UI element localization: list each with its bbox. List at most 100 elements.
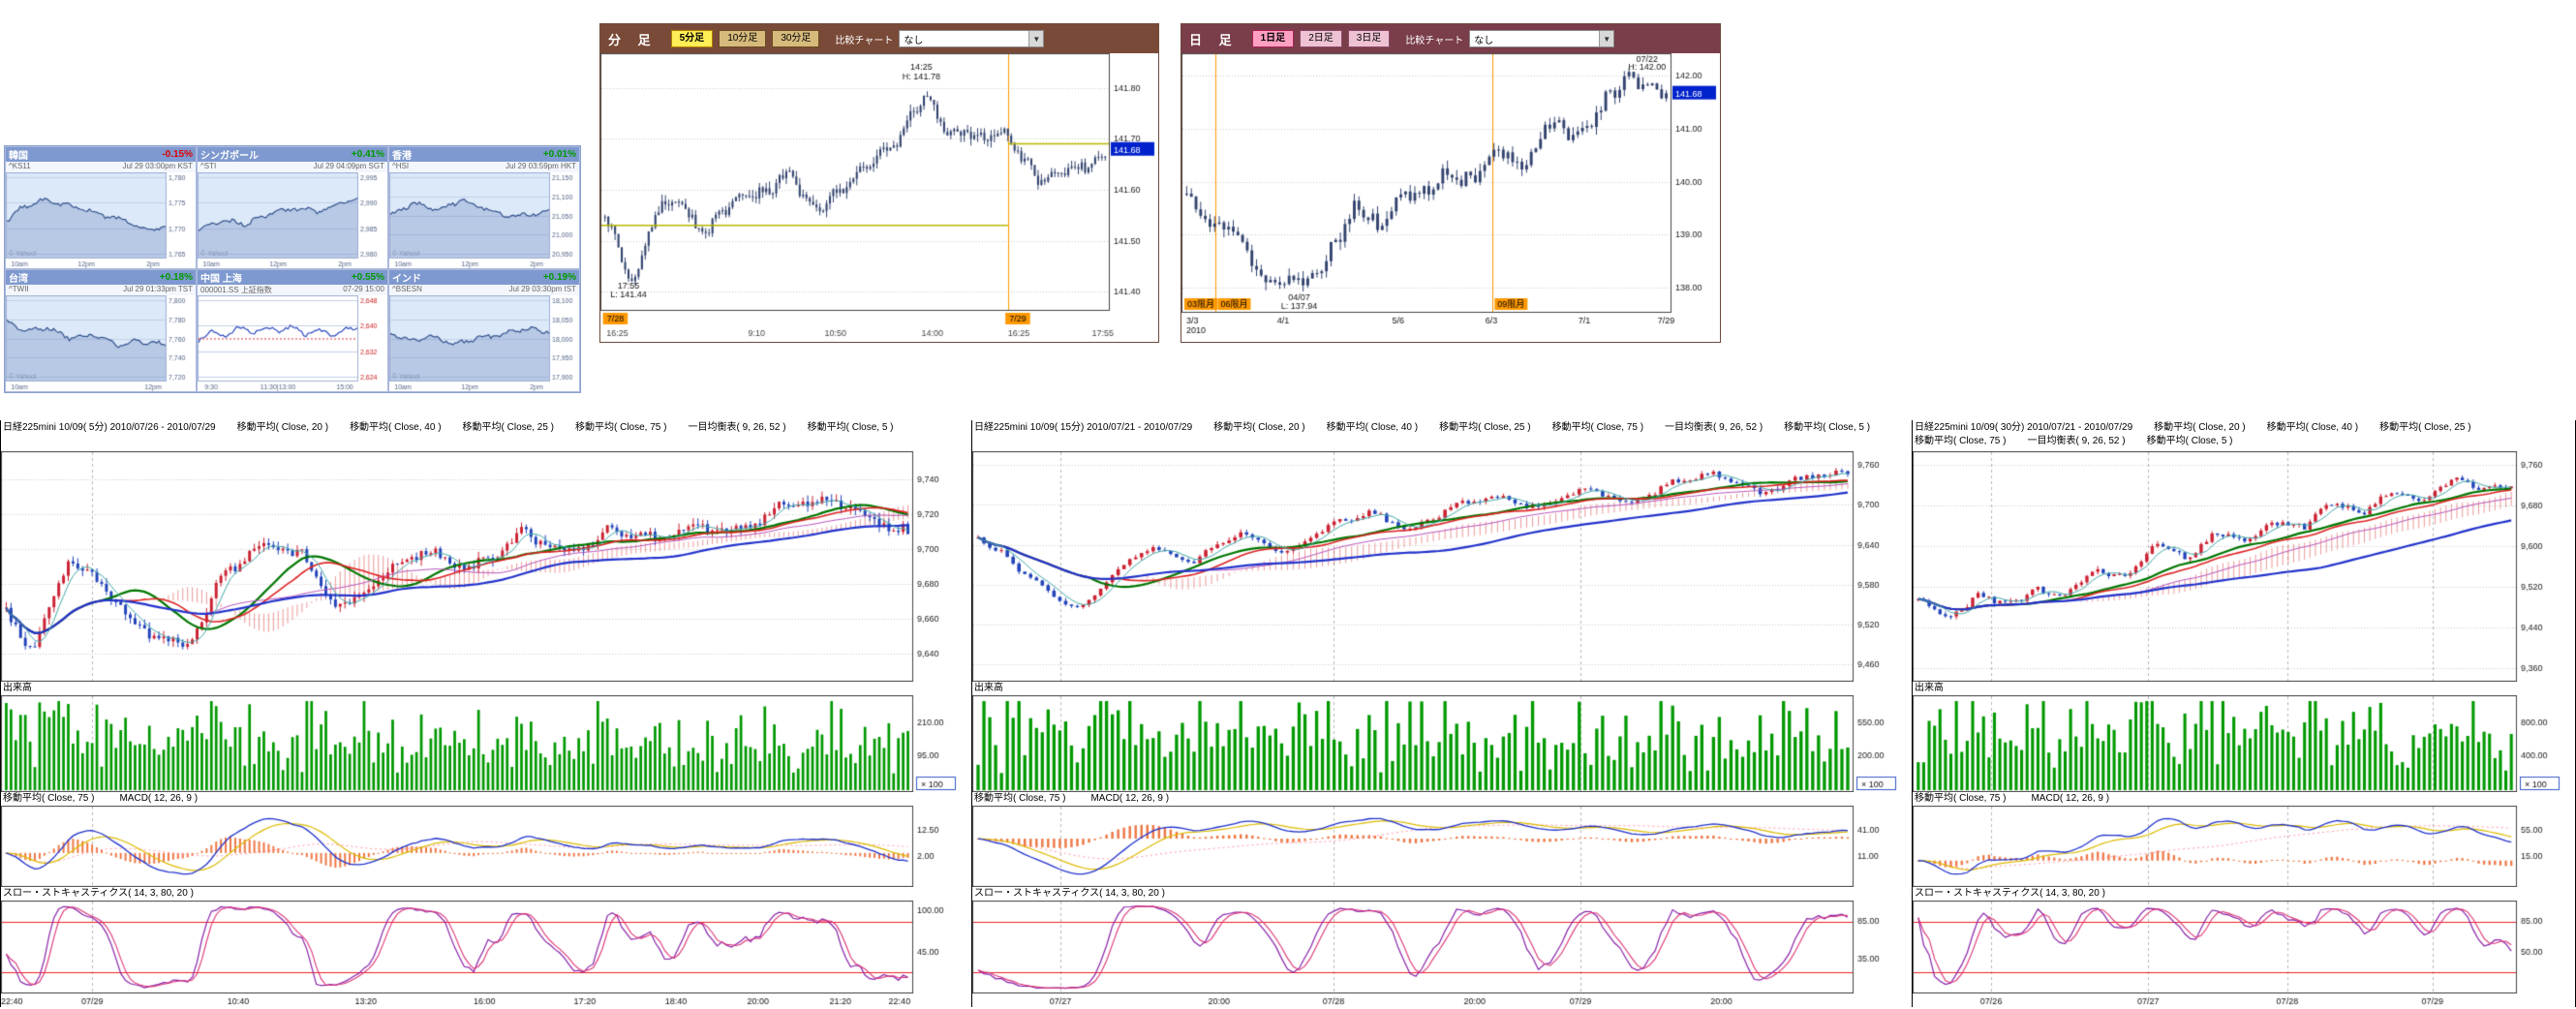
market-cell-india[interactable]: インド +0.19% ^BSESN Jul 29 03:30pm IST [388,269,580,392]
macd-legend: 移動平均( Close, 75 ) MACD( 12, 26, 9 ) [972,792,1912,806]
market-cell-taiwan[interactable]: 台湾 +0.18% ^TWII Jul 29 01:33pm TST [5,269,197,392]
dropdown-arrow-icon[interactable]: ▼ [1028,31,1044,46]
legend-macd-ma75: 移動平均( Close, 75 ) [1915,793,2007,804]
compare-chart-value: なし [1474,35,1494,46]
button-2day[interactable]: 2日足 [1300,30,1342,47]
market-sparkline-india[interactable] [389,295,579,391]
market-change: -0.15% [162,149,193,160]
stochastics-chart-canvas[interactable] [1,901,971,994]
technical-analysis-section: 日経225mini 10/09( 5分) 2010/07/26 - 2010/0… [0,420,2576,1009]
top-section: 韓国 -0.15% ^KS11 Jul 29 03:00pm KST シンガポー… [0,0,2576,420]
market-cell-header: シンガポール +0.41% [198,147,387,162]
macd-chart-canvas[interactable] [972,806,1912,887]
button-10min[interactable]: 10分足 [719,30,767,47]
market-timestamp: Jul 29 01:33pm TST [123,285,193,293]
compare-chart-label: 比較チャート [1405,35,1464,46]
market-cell-header: 中国 上海 +0.55% [198,270,387,285]
market-timestamp: Jul 29 03:30pm IST [508,285,576,293]
legend-ichimoku: 一目均衡表( 9, 26, 52 ) [688,422,786,433]
market-sparkline-singapore[interactable] [198,172,387,268]
legend-macd: MACD( 12, 26, 9 ) [2031,793,2110,804]
compare-chart-label: 比較チャート [835,35,894,46]
legend-ma75: 移動平均( Close, 75 ) [1551,422,1644,433]
volume-label: 出来高 [3,683,32,693]
legend-ma25: 移動平均( Close, 25 ) [2379,422,2471,433]
market-cell-header: インド +0.19% [389,270,579,285]
market-sparkline-korea[interactable] [6,172,196,268]
panel-title: 日 足 [1189,32,1239,47]
market-cell-singapore[interactable]: シンガポール +0.41% ^STI Jul 29 04:09pm SGT [197,146,388,269]
macd-chart-canvas[interactable] [1,806,971,887]
market-cell-header: 韓国 -0.15% [6,147,196,162]
chart-title: 日経225mini 10/09( 15分) 2010/07/21 - 2010/… [974,422,1193,433]
legend-ma20: 移動平均( Close, 20 ) [236,422,329,433]
minute-chart-panel: 分 足 5分足 10分足 30分足 比較チャート なし ▼ [599,23,1159,343]
volume-chart-canvas[interactable] [1,695,971,792]
button-30min[interactable]: 30分足 [772,30,820,47]
legend-ma5: 移動平均( Close, 5 ) [1784,422,1871,433]
legend-ma75: 移動平均( Close, 75 ) [1915,436,2007,446]
market-subheader: ^KS11 Jul 29 03:00pm KST [6,162,196,172]
tech-legend: 日経225mini 10/09( 5分) 2010/07/26 - 2010/0… [1,420,971,451]
main-chart-canvas[interactable] [972,451,1912,682]
legend-ma5: 移動平均( Close, 5 ) [2146,436,2233,446]
time-axis [1,994,971,1009]
market-sparkline-taiwan[interactable] [6,295,196,391]
legend-ma25: 移動平均( Close, 25 ) [462,422,554,433]
market-name: 韓国 [9,151,28,162]
market-timestamp: Jul 29 03:00pm KST [122,162,193,170]
button-5min[interactable]: 5分足 [670,30,714,47]
stochastics-chart-canvas[interactable] [1913,901,2575,994]
legend-ma40: 移動平均( Close, 40 ) [2266,422,2359,433]
market-cell-header: 香港 +0.01% [389,147,579,162]
market-symbol: ^BSESN [392,285,422,293]
tech-legend: 日経225mini 10/09( 30分) 2010/07/21 - 2010/… [1913,420,2575,451]
volume-label: 出来高 [1915,683,1944,693]
tech-panel-5min: 日経225mini 10/09( 5分) 2010/07/26 - 2010/0… [0,420,972,1009]
market-name: 香港 [392,151,412,162]
main-chart-canvas[interactable] [1,451,971,682]
market-cell-header: 台湾 +0.18% [6,270,196,285]
legend-ma20: 移動平均( Close, 20 ) [1213,422,1305,433]
market-timestamp: Jul 29 04:09pm SGT [313,162,384,170]
stochastics-chart-canvas[interactable] [972,901,1912,994]
market-change: +0.18% [159,272,193,283]
compare-chart-select[interactable]: なし ▼ [1469,30,1615,47]
market-cell-hongkong[interactable]: 香港 +0.01% ^HSI Jul 29 03:59pm HKT [388,146,580,269]
button-3day[interactable]: 3日足 [1347,30,1391,47]
market-subheader: ^TWII Jul 29 01:33pm TST [6,285,196,295]
time-axis [972,994,1912,1009]
market-timestamp: 07-29 15:00 [343,285,384,293]
daily-chart-panel: 日 足 1日足 2日足 3日足 比較チャート なし ▼ [1181,23,1721,343]
chart-title: 日経225mini 10/09( 5分) 2010/07/26 - 2010/0… [3,422,216,433]
compare-chart-select[interactable]: なし ▼ [899,30,1045,47]
market-name: 台湾 [9,274,28,285]
legend-macd: MACD( 12, 26, 9 ) [1090,793,1170,804]
market-name: 中国 上海 [200,274,242,285]
stoch-legend: スロー・ストキャスティクス( 14, 3, 80, 20 ) [974,888,1165,899]
legend-ichimoku: 一目均衡表( 9, 26, 52 ) [1665,422,1763,433]
legend-ma40: 移動平均( Close, 40 ) [350,422,442,433]
market-name: シンガポール [200,151,259,162]
macd-chart-canvas[interactable] [1913,806,2575,887]
market-overview-widget: 韓国 -0.15% ^KS11 Jul 29 03:00pm KST シンガポー… [4,145,581,393]
legend-macd-ma75: 移動平均( Close, 75 ) [974,793,1066,804]
market-symbol: ^TWII [9,285,29,293]
market-subheader: 000001.SS 上証指数 07-29 15:00 [198,285,387,295]
legend-ma25: 移動平均( Close, 25 ) [1439,422,1531,433]
button-1day[interactable]: 1日足 [1251,30,1295,47]
market-cell-korea[interactable]: 韓国 -0.15% ^KS11 Jul 29 03:00pm KST [5,146,197,269]
market-cell-shanghai[interactable]: 中国 上海 +0.55% 000001.SS 上証指数 07-29 15:00 [197,269,388,392]
market-change: +0.55% [351,272,384,283]
market-sparkline-shanghai[interactable] [198,295,387,391]
volume-chart-canvas[interactable] [972,695,1912,792]
dropdown-arrow-icon[interactable]: ▼ [1599,31,1614,46]
panel-title: 分 足 [608,32,658,47]
volume-chart-canvas[interactable] [1913,695,2575,792]
daily-chart-canvas[interactable] [1181,53,1720,340]
market-subheader: ^BSESN Jul 29 03:30pm IST [389,285,579,295]
main-chart-canvas[interactable] [1913,451,2575,682]
chart-title: 日経225mini 10/09( 30分) 2010/07/21 - 2010/… [1915,422,2133,433]
minute-chart-canvas[interactable] [600,53,1158,340]
market-sparkline-hongkong[interactable] [389,172,579,268]
